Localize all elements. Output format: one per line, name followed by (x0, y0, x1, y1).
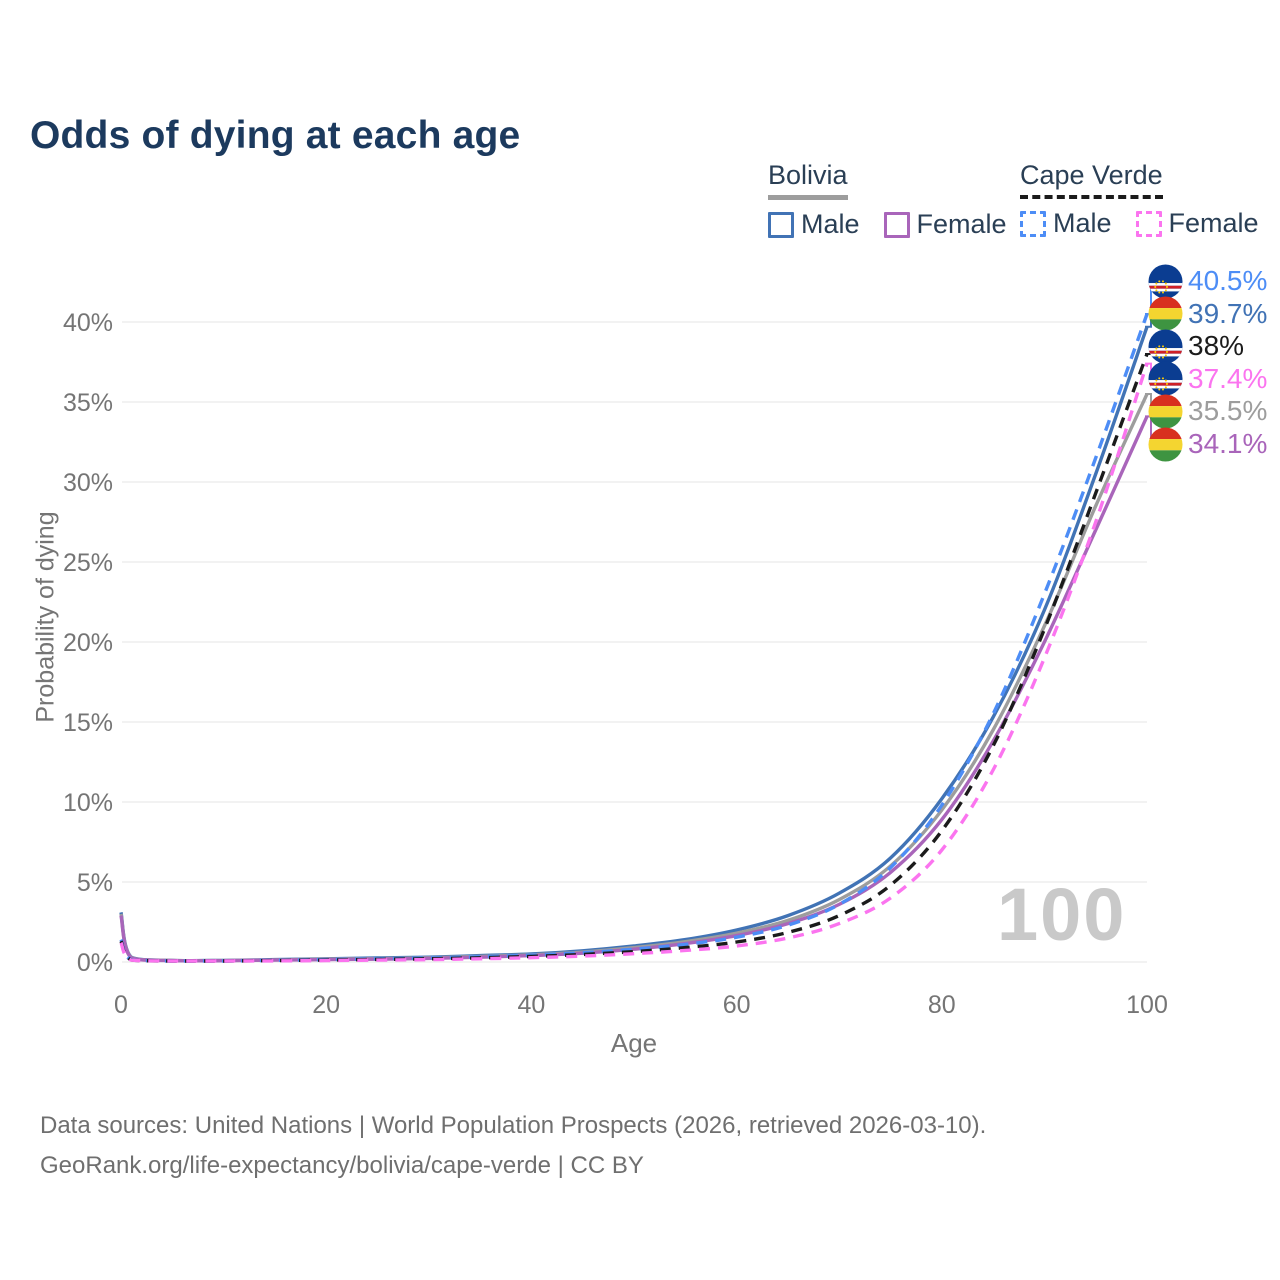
y-axis-ticks: 0% 5% 10% 15% 20% 25% 30% 35% 40% (63, 309, 113, 977)
x-tick-label: 20 (312, 991, 340, 1019)
series-line-cape-verde-male[interactable] (119, 313, 1149, 963)
footer: Data sources: United Nations | World Pop… (40, 1106, 986, 1186)
label-connector-cape-verde-both (1145, 345, 1158, 355)
legend-group-bolivia: Bolivia Male Female (768, 160, 1007, 240)
legend-item-label: Male (1053, 208, 1112, 238)
bolivia-female-swatch-icon (883, 211, 910, 238)
x-tick-label: 0 (114, 991, 128, 1019)
x-tick-label: 100 (1126, 991, 1168, 1019)
legend-item-label: Female (916, 209, 1007, 239)
cape-verde-female-swatch-icon (1135, 210, 1162, 237)
y-tick-label: 5% (77, 869, 113, 897)
legend-country-cape-verde[interactable]: Cape Verde (1020, 160, 1163, 199)
legend-item-cape-verde-male[interactable]: Male (1020, 208, 1112, 239)
x-tick-label: 60 (723, 991, 751, 1019)
x-axis-ticks: 0 20 40 60 80 100 (114, 991, 1168, 1019)
age-counter-watermark: 100 (997, 873, 1127, 956)
series-line-cape-verde-both[interactable] (119, 353, 1149, 963)
series-line-bolivia-both[interactable] (119, 393, 1149, 963)
legend-country-bolivia[interactable]: Bolivia (768, 160, 848, 200)
y-tick-label: 0% (77, 949, 113, 977)
legend-item-label: Male (801, 209, 860, 239)
y-tick-label: 35% (63, 389, 113, 417)
legend-item-bolivia-male[interactable]: Male (768, 209, 860, 240)
y-tick-label: 10% (63, 789, 113, 817)
x-tick-label: 40 (517, 991, 545, 1019)
series-line-cape-verde-female[interactable] (119, 363, 1149, 963)
legend-group-cape-verde: Cape Verde Male Female (1020, 160, 1259, 239)
series-line-bolivia-male[interactable] (119, 326, 1149, 963)
x-axis-title: Age (610, 1028, 658, 1058)
series-lines (119, 313, 1149, 963)
y-tick-label: 30% (63, 469, 113, 497)
chart-canvas: 0% 5% 10% 15% 20% 25% 30% 35% 40% 0 20 40 60 80 100 (63, 280, 1168, 1019)
bolivia-male-swatch-icon (768, 211, 794, 238)
y-axis-title: Probability of dying (31, 511, 60, 723)
y-tick-label: 15% (63, 709, 113, 737)
x-tick-label: 80 (928, 991, 956, 1019)
attribution-text: GeoRank.org/life-expectancy/bolivia/cape… (40, 1152, 644, 1179)
legend-item-label: Female (1168, 208, 1259, 238)
y-tick-label: 20% (63, 629, 113, 657)
y-tick-label: 25% (63, 549, 113, 577)
page-title: Odds of dying at each age (30, 114, 521, 158)
gridlines (122, 321, 1147, 963)
legend-item-cape-verde-female[interactable]: Female (1135, 208, 1259, 239)
legend: Bolivia Male Female Cape Verde Male Fema… (0, 160, 1280, 240)
series-line-bolivia-female[interactable] (119, 415, 1149, 963)
legend-item-bolivia-female[interactable]: Female (883, 209, 1007, 240)
label-connector-cape-verde-male (1145, 280, 1158, 315)
cape-verde-male-swatch-icon (1020, 210, 1046, 237)
y-tick-label: 40% (63, 309, 113, 337)
data-sources-text: Data sources: United Nations | World Pop… (40, 1112, 987, 1139)
